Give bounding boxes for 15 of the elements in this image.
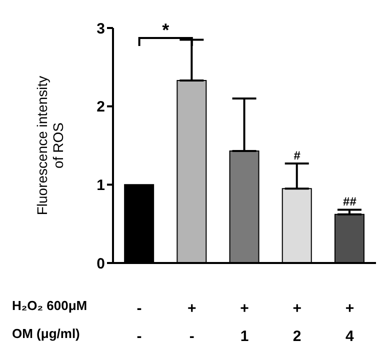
x-tick-label: - - [136, 300, 142, 345]
x-tick-label: + 4 [345, 300, 355, 345]
text: OM (μg/ml) [12, 326, 80, 341]
text: H₂O₂ 600μM [12, 298, 88, 313]
x-tick-label: + 1 [240, 300, 250, 345]
annotation: # [294, 148, 301, 163]
y-axis-title: Fluorescence intensity of ROS [34, 76, 66, 216]
annotation: ## [343, 194, 357, 209]
y-tick-label: 0 [96, 255, 105, 272]
x-tick-label: + 2 [292, 300, 302, 345]
x-tick-label: + - [188, 300, 197, 345]
annotation: * [162, 20, 170, 40]
y-tick-label: 2 [96, 98, 105, 116]
y-tick-label: 3 [96, 20, 105, 38]
y-tick-label: 1 [96, 176, 105, 194]
